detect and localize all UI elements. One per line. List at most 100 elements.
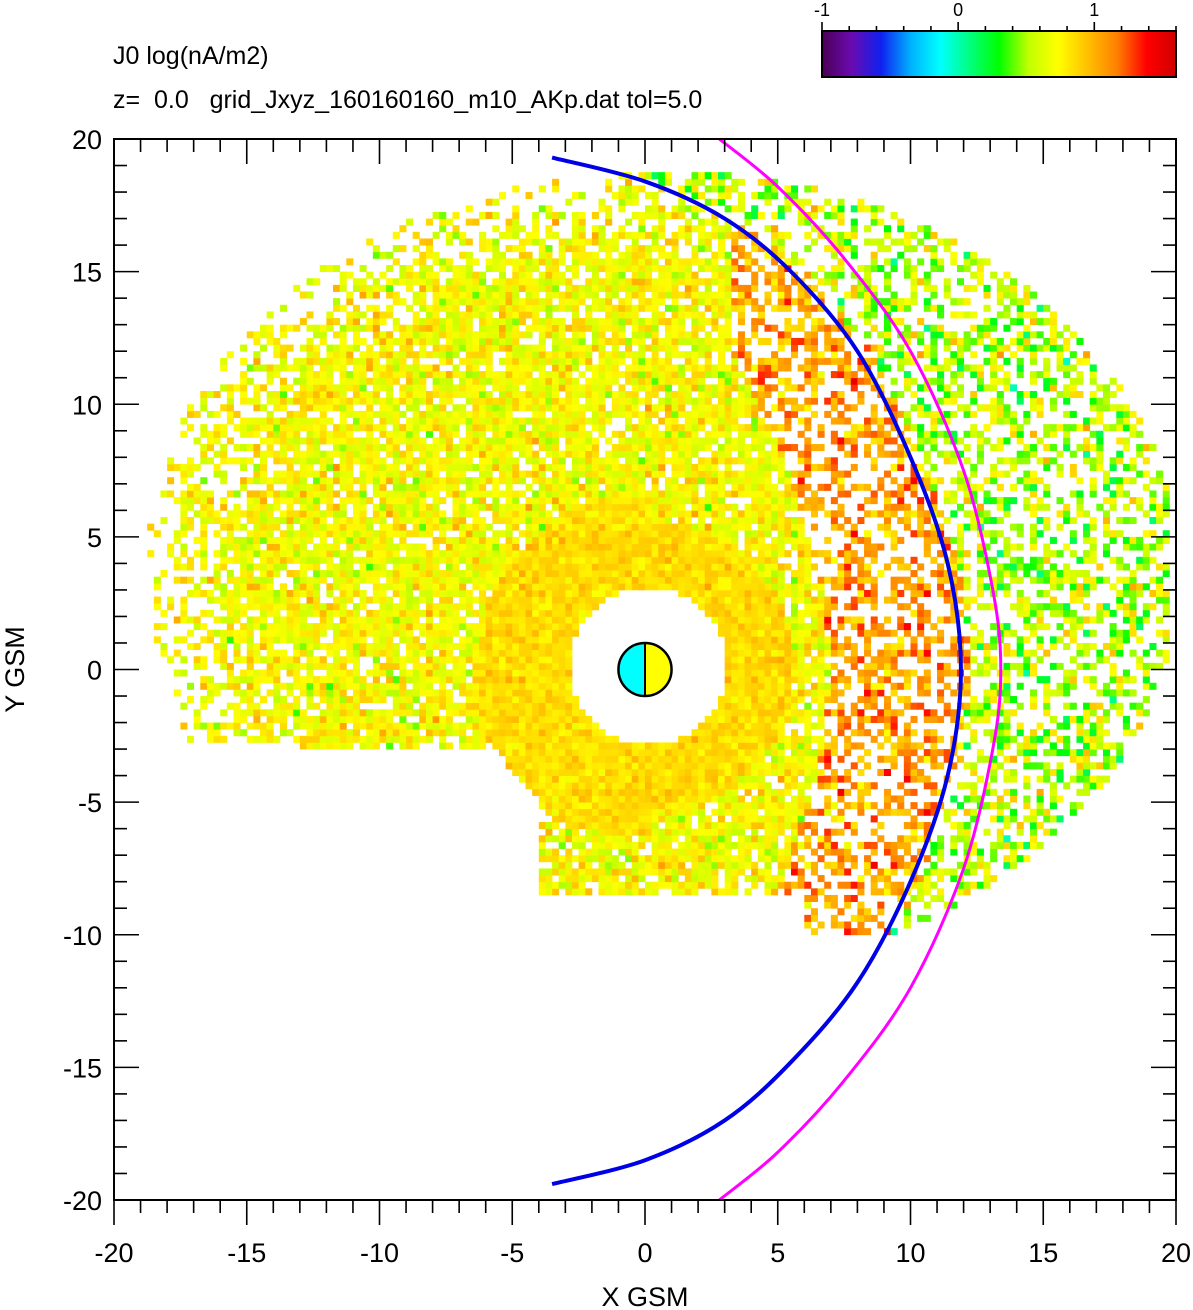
heatmap-cell [558, 304, 566, 312]
heatmap-cell [691, 768, 699, 777]
heatmap-cell [406, 623, 414, 631]
heatmap-cell [392, 623, 400, 631]
heatmap-cell [319, 430, 327, 438]
heatmap-cell [532, 629, 540, 637]
heatmap-cell [618, 490, 626, 498]
heatmap-cell [286, 636, 294, 644]
heatmap-cell [605, 881, 613, 889]
heatmap-cell [664, 304, 672, 312]
heatmap-cell [505, 715, 513, 723]
heatmap-cell [279, 450, 287, 458]
heatmap-cell [439, 225, 447, 233]
heatmap-cell [532, 762, 540, 770]
heatmap-cell [372, 589, 380, 597]
heatmap-cell [512, 629, 520, 637]
heatmap-cell [306, 397, 314, 405]
heatmap-cell [266, 530, 274, 538]
heatmap-cell [439, 616, 447, 624]
heatmap-cell [479, 417, 487, 425]
heatmap-cell [598, 828, 606, 836]
heatmap-cell [485, 715, 493, 723]
heatmap-cell [206, 390, 214, 399]
heatmap-cell [266, 337, 274, 345]
heatmap-cell [605, 503, 613, 511]
heatmap-cell [678, 788, 686, 796]
heatmap-cell [260, 344, 268, 352]
heatmap-cell [518, 238, 526, 246]
heatmap-cell [618, 497, 626, 505]
heatmap-cell [538, 410, 546, 418]
heatmap-cell [339, 596, 347, 604]
heatmap-cell [352, 377, 360, 385]
heatmap-cell [618, 198, 626, 206]
heatmap-cell [346, 656, 354, 664]
heatmap-cell [386, 536, 394, 544]
heatmap-cell [319, 397, 327, 405]
heatmap-cell [445, 450, 453, 458]
heatmap-cell [333, 331, 341, 339]
heatmap-cell [671, 417, 679, 425]
heatmap-cell [379, 669, 387, 677]
heatmap-cell [618, 503, 626, 511]
heatmap-cell [698, 523, 706, 531]
heatmap-cell [372, 444, 380, 452]
heatmap-cell [319, 735, 327, 743]
heatmap-cell [618, 762, 626, 770]
heatmap-cell [313, 642, 321, 651]
heatmap-cell [432, 351, 440, 359]
heatmap-cell [651, 742, 659, 750]
heatmap-cell [565, 603, 573, 611]
heatmap-cell [618, 828, 626, 836]
heatmap-cell [565, 298, 573, 306]
heatmap-cell [452, 371, 460, 379]
heatmap-cell [379, 603, 387, 611]
heatmap-cell [452, 676, 460, 684]
heatmap-cell [479, 563, 487, 571]
heatmap-cell [472, 623, 480, 631]
heatmap-cell [512, 205, 520, 213]
heatmap-cell [678, 371, 686, 379]
heatmap-cell [492, 324, 500, 332]
heatmap-cell [651, 570, 659, 578]
heatmap-cell [406, 271, 414, 279]
heatmap-cell [558, 782, 566, 790]
heatmap-cell [479, 450, 487, 458]
heatmap-cell [439, 371, 447, 379]
heatmap-cell [571, 284, 580, 292]
heatmap-cell [664, 318, 672, 326]
heatmap-cell [333, 702, 341, 710]
heatmap-cell [333, 696, 341, 704]
heatmap-cell [260, 477, 268, 485]
heatmap-cell [412, 231, 420, 239]
heatmap-cell [538, 384, 546, 392]
heatmap-cell [631, 550, 639, 558]
heatmap-cell [372, 324, 380, 332]
heatmap-cell [260, 722, 268, 730]
heatmap-cell [472, 483, 480, 491]
heatmap-cell [432, 642, 440, 651]
heatmap-cell [684, 775, 692, 783]
heatmap-cell [532, 742, 540, 750]
heatmap-cell [465, 503, 473, 511]
heatmap-cell [585, 782, 593, 790]
heatmap-cell [684, 450, 692, 458]
heatmap-cell [306, 483, 314, 491]
heatmap-cell [445, 656, 453, 664]
heatmap-cell [492, 623, 500, 631]
heatmap-cell [226, 702, 234, 710]
heatmap-cell [432, 437, 440, 445]
heatmap-cell [445, 570, 453, 578]
heatmap-cell [233, 603, 241, 611]
heatmap-cell [313, 450, 321, 458]
heatmap-cell [664, 861, 672, 869]
heatmap-cell [313, 563, 321, 571]
heatmap-cell [406, 304, 414, 312]
heatmap-cell [220, 424, 228, 432]
heatmap-cell [598, 490, 606, 498]
heatmap-cell [399, 656, 407, 664]
heatmap-cell [299, 682, 307, 690]
heatmap-cell [691, 404, 699, 412]
heatmap-cell [459, 616, 467, 624]
heatmap-cell [698, 556, 706, 564]
heatmap-cell [187, 563, 195, 571]
